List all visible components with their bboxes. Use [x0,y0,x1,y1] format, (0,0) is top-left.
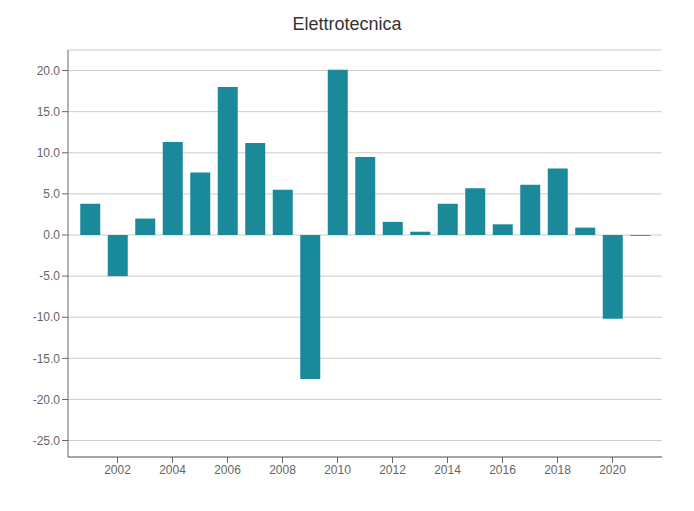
svg-text:2020: 2020 [599,463,626,477]
svg-text:-5.0: -5.0 [39,269,60,283]
svg-text:2018: 2018 [544,463,571,477]
svg-text:2014: 2014 [434,463,461,477]
svg-text:2008: 2008 [269,463,296,477]
svg-text:-10.0: -10.0 [33,310,61,324]
svg-text:2002: 2002 [104,463,131,477]
svg-text:2012: 2012 [379,463,406,477]
svg-text:-15.0: -15.0 [33,352,61,366]
svg-text:5.0: 5.0 [43,187,60,201]
svg-text:0.0: 0.0 [43,228,60,242]
svg-text:15.0: 15.0 [37,105,61,119]
svg-text:2004: 2004 [159,463,186,477]
svg-text:2016: 2016 [489,463,516,477]
svg-text:10.0: 10.0 [37,146,61,160]
svg-text:-25.0: -25.0 [33,434,61,448]
svg-text:2006: 2006 [214,463,241,477]
svg-text:20.0: 20.0 [37,64,61,78]
svg-text:-20.0: -20.0 [33,393,61,407]
svg-text:2010: 2010 [324,463,351,477]
html-text:Elettrotecnica: Elettrotecnica [292,14,402,34]
